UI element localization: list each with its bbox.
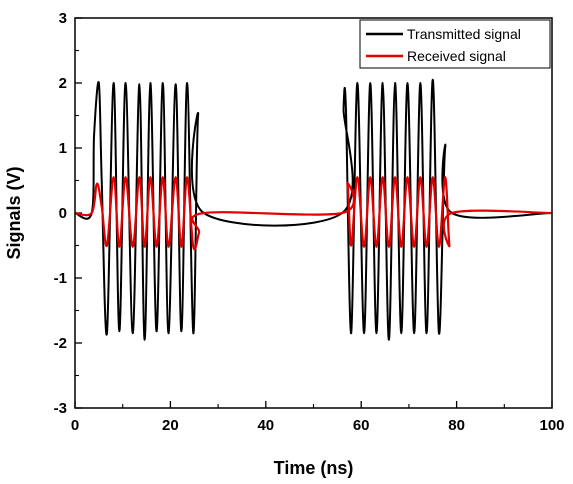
legend-box: [359, 19, 551, 69]
x-axis-title: Time (ns): [274, 458, 354, 478]
x-tick-label: 40: [257, 417, 274, 434]
legend-label-received: Received signal: [407, 48, 506, 64]
y-tick-label: 0: [59, 205, 67, 222]
y-tick-label: 2: [59, 75, 67, 92]
y-tick-label: 3: [59, 10, 67, 27]
received-signal-line: [74, 176, 553, 251]
plot-lines: [74, 78, 553, 341]
axis-ticks: 0 20 40 60 80 100 -3 -2 -1 0 1 2 3: [54, 10, 565, 434]
legend: Transmitted signal Received signal: [359, 19, 551, 69]
y-tick-label: -2: [54, 335, 67, 352]
y-tick-label: 1: [59, 140, 67, 157]
legend-label-transmitted: Transmitted signal: [407, 26, 521, 42]
plot-frame: [74, 17, 553, 409]
x-tick-label: 20: [162, 417, 179, 434]
y-axis-title: Signals (V): [4, 166, 24, 259]
x-tick-label: 60: [353, 417, 370, 434]
transmitted-signal-line: [74, 78, 553, 341]
y-tick-label: -1: [54, 270, 67, 287]
x-tick-label: 100: [539, 417, 564, 434]
x-tick-label: 0: [71, 417, 79, 434]
x-tick-label: 80: [448, 417, 465, 434]
y-tick-label: -3: [54, 400, 67, 417]
